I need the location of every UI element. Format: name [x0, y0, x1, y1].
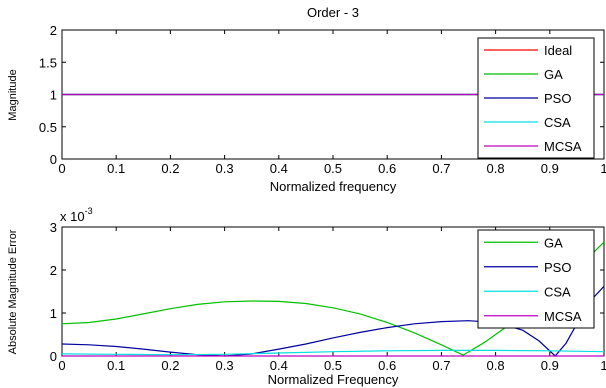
legend: Ideal GA PSO CSA MCSA [477, 37, 595, 159]
x-tick-label: 0 [58, 358, 65, 373]
series-line-csa [61, 349, 605, 356]
y-tick-label: 3 [50, 220, 57, 235]
x-tick-label: 1 [600, 358, 606, 373]
x-axis-label: Normalized frequency [270, 179, 397, 194]
y-axis-label: Absolute Magnitude Error [7, 229, 19, 354]
legend-box [477, 229, 595, 329]
x-tick-label: 0.7 [432, 161, 450, 176]
x-tick-label: 0.3 [216, 358, 234, 373]
x-tick-label: 0.2 [161, 358, 179, 373]
legend-label-csa: CSA [544, 115, 571, 130]
y-tick-label: 0 [50, 349, 57, 364]
y-tick-label: 2 [50, 263, 57, 278]
x-tick-label: 0.3 [216, 161, 234, 176]
x-tick-label: 1 [600, 161, 606, 176]
x-tick-label: 0.2 [161, 161, 179, 176]
y-tick-label: 0.5 [39, 120, 57, 135]
x-tick-label: 0.4 [270, 161, 288, 176]
axis-ticks: 0 0.1 0.2 0.3 0.4 0.5 0.6 0.7 0.8 0.9 1 0 1 2 3 [50, 220, 606, 373]
error-plot: 0 0.1 0.2 0.3 0.4 0.5 0.6 0.7 0.8 0.9 1 0 1 2 3 x 10-3… [7, 206, 606, 387]
y-tick-label: 2 [50, 23, 57, 38]
y-tick-label: 1 [50, 306, 57, 321]
x-tick-label: 0.9 [541, 161, 559, 176]
x-tick-label: 0.6 [378, 358, 396, 373]
axis-ticks: 0 0.1 0.2 0.3 0.4 0.5 0.6 0.7 0.8 0.9 1 0 0.5 1 1.5 2 [39, 23, 606, 176]
legend-label-pso: PSO [544, 91, 571, 106]
legend-label-pso: PSO [544, 260, 571, 275]
x-tick-label: 0.5 [324, 358, 342, 373]
x-tick-label: 0.8 [487, 358, 505, 373]
series-line-pso [61, 285, 605, 357]
magnitude-plot: Order - 3 0 0.1 0.2 0.3 0.4 0.5 0.6 0.7 0.8 0.9 10… [7, 5, 606, 194]
y-tick-label: 0 [50, 152, 57, 167]
y-tick-label: 1.5 [39, 55, 57, 70]
legend-label-mcsa: MCSA [544, 139, 582, 154]
x-tick-label: 0.9 [541, 358, 559, 373]
legend-label-ga: GA [544, 235, 563, 250]
legend-label-mcsa: MCSA [544, 309, 582, 324]
x-tick-label: 0.5 [324, 161, 342, 176]
x-tick-label: 0.8 [487, 161, 505, 176]
x-tick-label: 0 [58, 161, 65, 176]
exponent-power: -3 [85, 206, 93, 216]
y-axis-label: Magnitude [7, 69, 19, 120]
x-tick-label: 0.1 [107, 358, 125, 373]
exponent-base: x 10 [60, 209, 85, 224]
legend-label-ideal: Ideal [544, 43, 572, 58]
x-tick-label: 0.4 [270, 358, 288, 373]
plot-title: Order - 3 [307, 5, 359, 20]
legend: GA PSO CSA MCSA [477, 229, 595, 329]
legend-label-ga: GA [544, 67, 563, 82]
x-tick-label: 0.6 [378, 161, 396, 176]
exponent-label: x 10-3 [60, 206, 93, 224]
x-tick-label: 0.1 [107, 161, 125, 176]
y-tick-label: 1 [50, 88, 57, 103]
legend-label-csa: CSA [544, 284, 571, 299]
x-tick-label: 0.7 [432, 358, 450, 373]
x-axis-label: Normalized Frequency [268, 372, 399, 387]
